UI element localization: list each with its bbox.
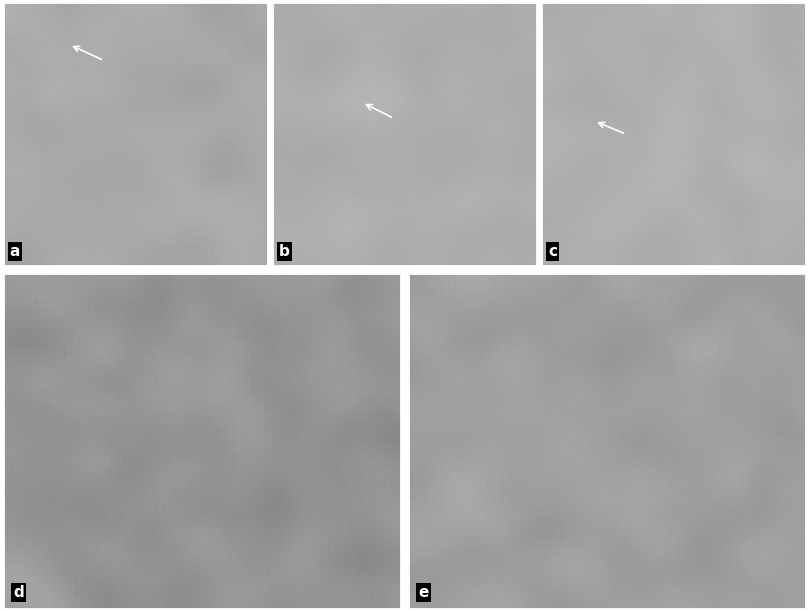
Text: d: d	[13, 585, 24, 600]
Text: c: c	[548, 244, 557, 259]
Text: e: e	[418, 585, 429, 600]
Text: a: a	[10, 244, 20, 259]
Text: b: b	[279, 244, 290, 259]
